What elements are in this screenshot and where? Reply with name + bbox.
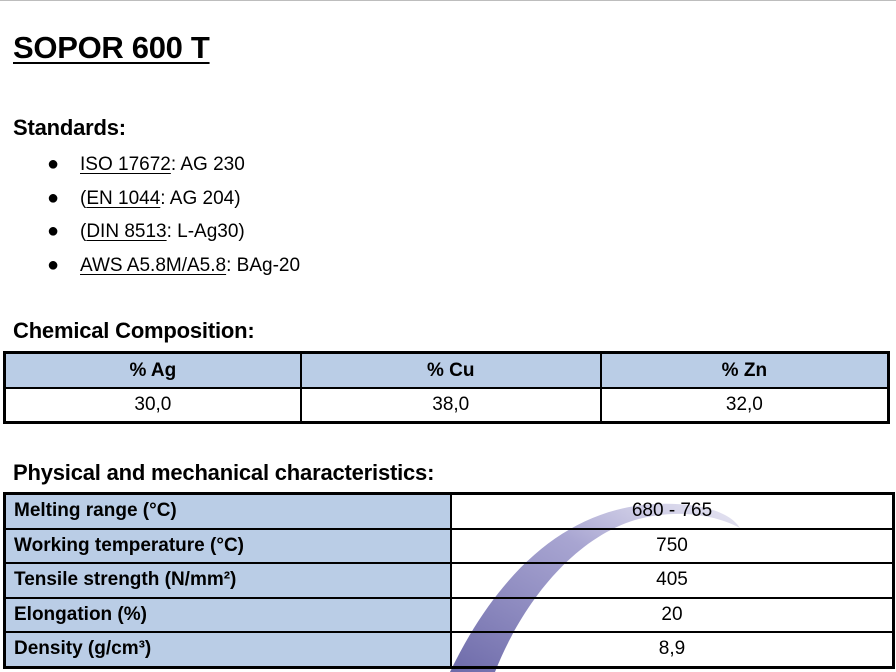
standard-code-link[interactable]: ISO 17672 xyxy=(80,154,171,175)
physical-table: Melting range (°C) 680 - 765 Working tem… xyxy=(3,492,895,669)
standard-code-link[interactable]: DIN 8513 xyxy=(86,221,167,242)
physical-value: 8,9 xyxy=(451,632,893,667)
standard-code-link[interactable]: EN 1044 xyxy=(86,187,161,209)
composition-value-ag: 30,0 xyxy=(5,388,301,422)
physical-value: 20 xyxy=(451,597,893,632)
composition-value-zn: 32,0 xyxy=(600,388,888,422)
standard-prefix: ( xyxy=(80,221,87,242)
document-title: SOPOR 600 T xyxy=(13,30,210,65)
physical-value: 680 - 765 xyxy=(451,494,893,529)
physical-value: 750 xyxy=(451,528,893,563)
bullet-icon: ● xyxy=(47,220,60,242)
bullet-icon: ● xyxy=(47,153,60,175)
physical-row: Melting range (°C) 680 - 765 xyxy=(5,494,893,529)
standard-value: : BAg-20 xyxy=(226,254,301,276)
physical-row: Density (g/cm³) 8,9 xyxy=(5,632,893,667)
standards-heading: Standards: xyxy=(13,115,126,140)
physical-label: Elongation (%) xyxy=(5,597,451,632)
physical-value: 405 xyxy=(451,563,893,598)
physical-row: Tensile strength (N/mm²) 405 xyxy=(5,563,893,598)
physical-label: Tensile strength (N/mm²) xyxy=(5,563,451,598)
physical-row: Elongation (%) 20 xyxy=(5,597,893,632)
standard-value: : L-Ag30) xyxy=(166,221,245,242)
composition-header-row: % Ag % Cu % Zn xyxy=(5,353,888,388)
standard-code-link[interactable]: AWS A5.8M/A5.8 xyxy=(80,254,227,276)
composition-header-cu: % Cu xyxy=(300,353,601,388)
composition-heading: Chemical Composition: xyxy=(13,318,255,343)
physical-label: Density (g/cm³) xyxy=(5,632,451,667)
physical-label: Melting range (°C) xyxy=(5,494,451,529)
bullet-icon: ● xyxy=(47,186,60,209)
composition-header-zn: % Zn xyxy=(600,353,888,388)
composition-value-cu: 38,0 xyxy=(300,388,601,422)
standard-prefix: ( xyxy=(80,187,87,209)
physical-row: Working temperature (°C) 750 xyxy=(5,528,893,563)
standard-value: : AG 230 xyxy=(170,154,245,175)
composition-header-ag: % Ag xyxy=(5,353,301,388)
composition-value-row: 30,0 38,0 32,0 xyxy=(5,388,888,422)
bullet-icon: ● xyxy=(47,253,60,276)
composition-table: % Ag % Cu % Zn 30,0 38,0 32,0 xyxy=(3,351,890,424)
top-rule xyxy=(0,0,896,1)
standard-value: : AG 204) xyxy=(160,187,241,209)
physical-label: Working temperature (°C) xyxy=(5,528,451,563)
physical-heading: Physical and mechanical characteristics: xyxy=(13,460,435,485)
